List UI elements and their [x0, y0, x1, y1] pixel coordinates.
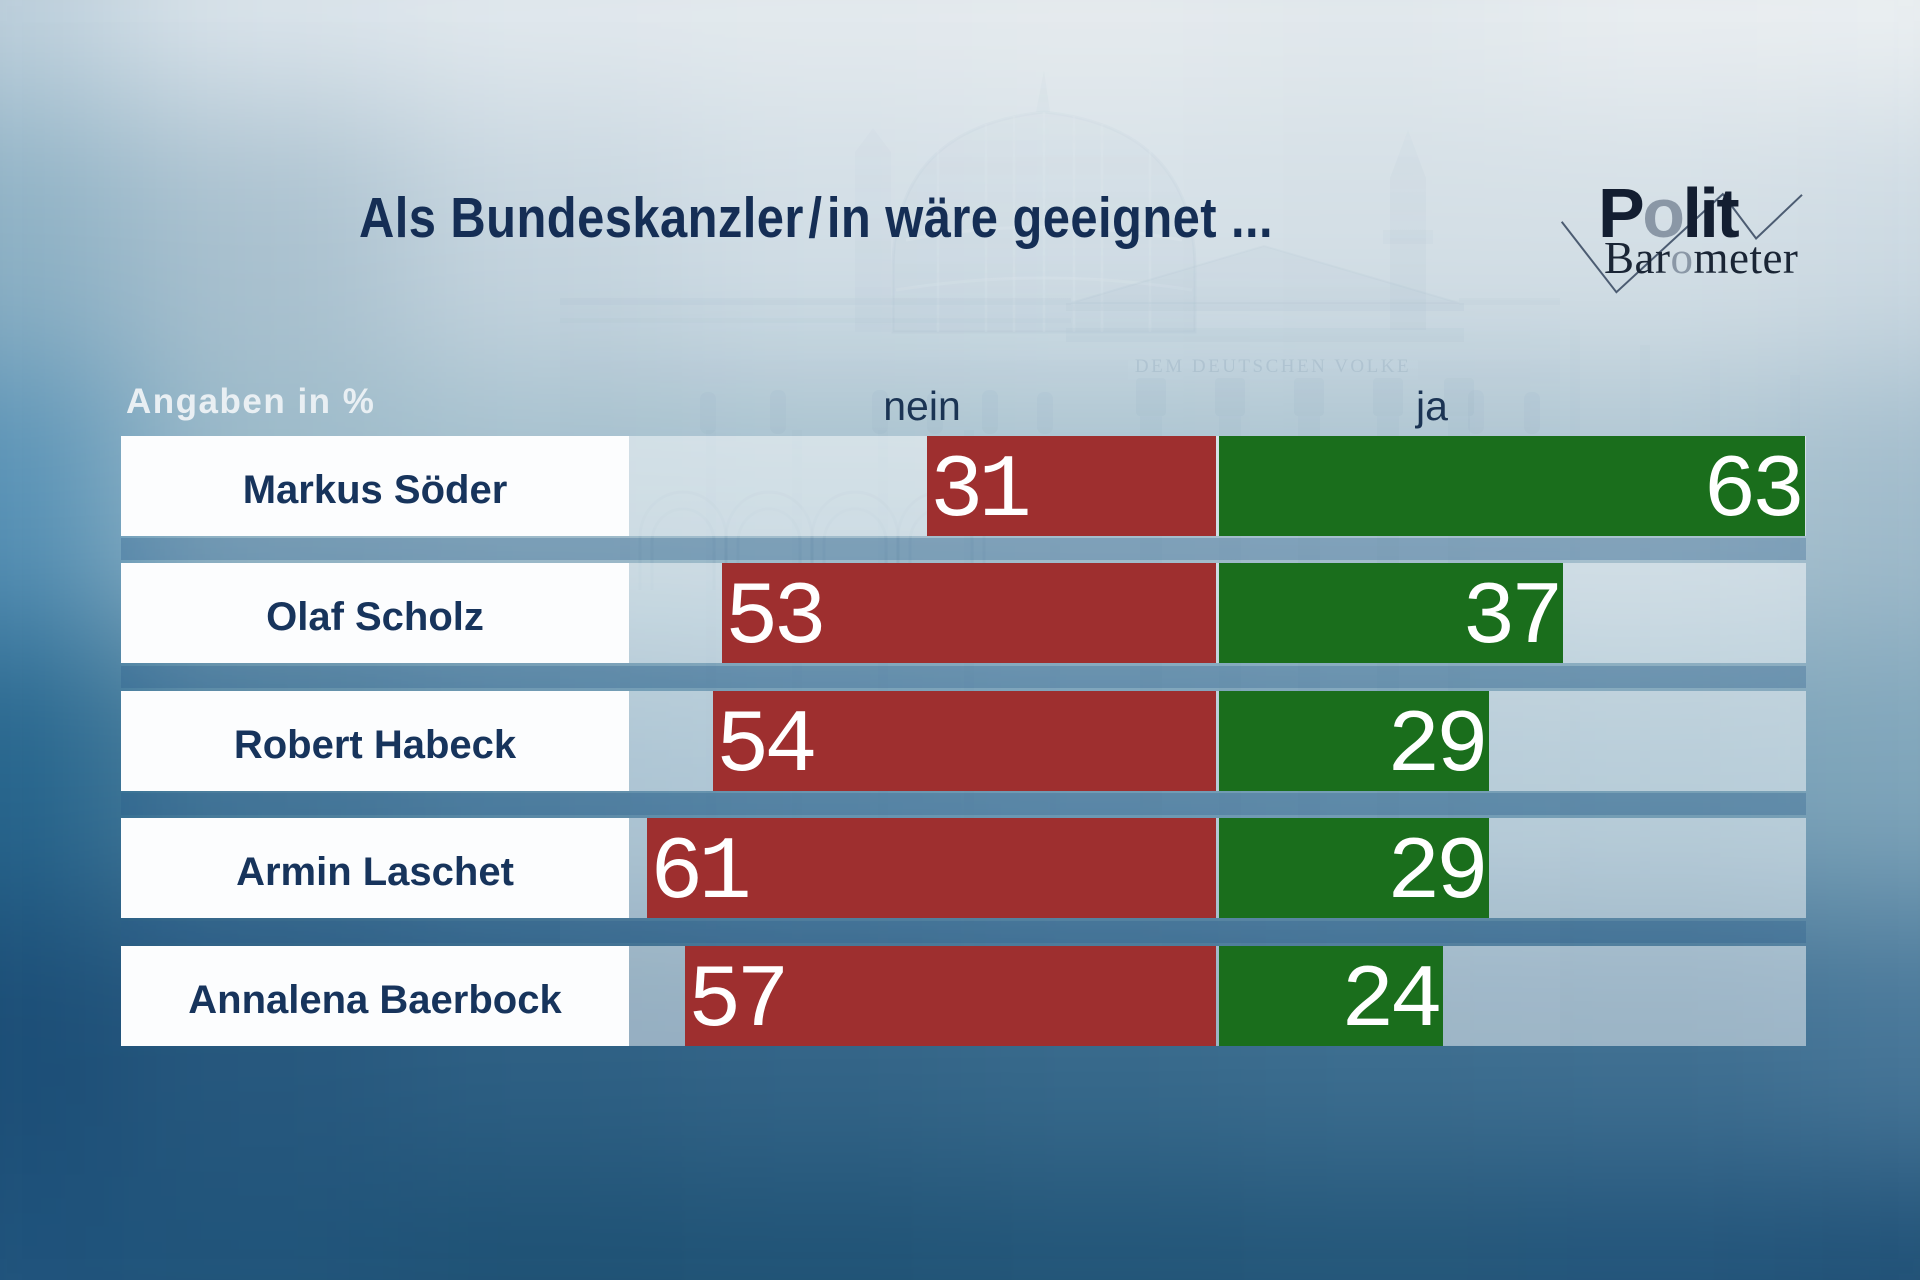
svg-text:DEM DEUTSCHEN VOLKE: DEM DEUTSCHEN VOLKE	[1135, 356, 1411, 377]
svg-text:Polit: Polit	[1598, 174, 1739, 252]
svg-text:Barometer: Barometer	[1604, 233, 1798, 283]
